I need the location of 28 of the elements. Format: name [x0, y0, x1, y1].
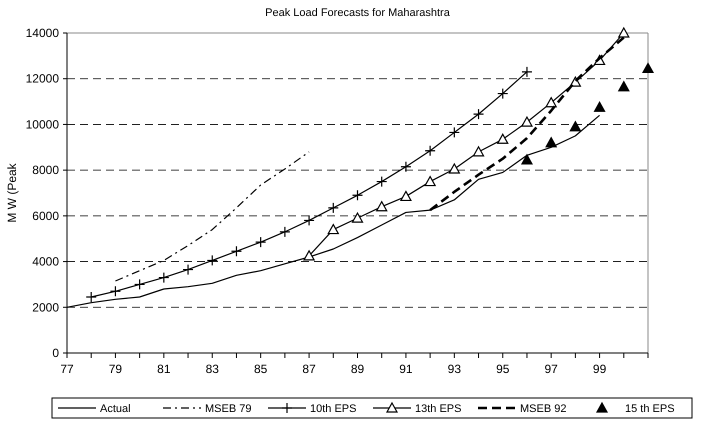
x-tick-label: 91 [399, 362, 413, 376]
y-tick-label: 0 [52, 346, 60, 360]
x-tick-label: 95 [496, 362, 510, 376]
x-tick-label: 93 [448, 362, 462, 376]
x-tick-label: 85 [254, 362, 268, 376]
legend-label: MSEB 92 [520, 403, 566, 415]
x-tick-label: 79 [108, 362, 122, 376]
y-tick-label: 10000 [26, 117, 60, 132]
y-tick-label: 6000 [32, 208, 60, 223]
y-axis-title: M W (Peak [5, 162, 19, 223]
x-tick-label: 81 [157, 362, 171, 376]
x-tick-label: 87 [302, 362, 316, 376]
y-tick-label: 12000 [26, 72, 60, 86]
x-tick-label: 89 [350, 362, 364, 376]
x-tick-label: 99 [592, 362, 607, 376]
x-tick-label: 77 [60, 362, 74, 376]
legend-label: Actual [100, 403, 131, 415]
legend-label: MSEB 79 [205, 403, 252, 415]
y-tick-label: 4000 [32, 254, 60, 269]
x-tick-label: 97 [544, 362, 558, 376]
y-tick-label: 14000 [26, 26, 60, 40]
x-tick-label: 83 [206, 362, 220, 376]
chart-title: Peak Load Forecasts for Maharashtra [265, 7, 451, 19]
legend-label: 13th EPS [415, 403, 462, 415]
legend-label: 15 th EPS [625, 403, 675, 415]
y-tick-label: 2000 [32, 300, 60, 314]
legend-label: 10th EPS [310, 403, 356, 415]
y-tick-label: 8000 [32, 163, 60, 178]
